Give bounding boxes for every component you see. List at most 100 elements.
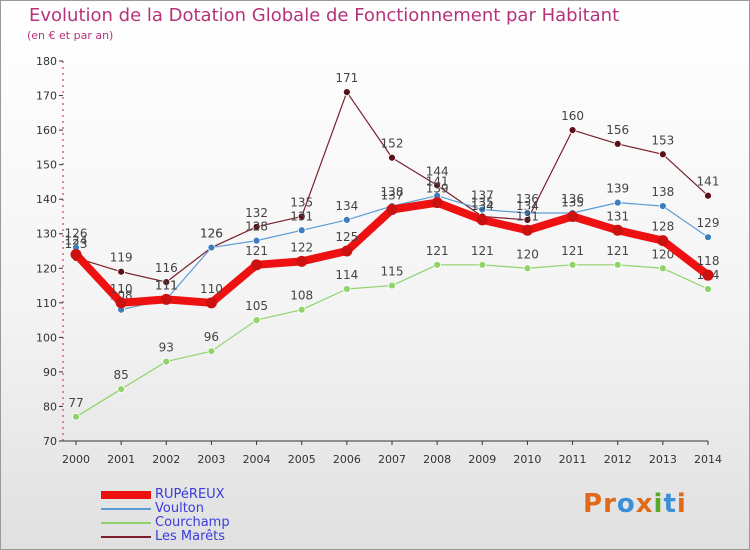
data-label-rup-reux: 139 xyxy=(426,182,449,196)
x-tick-label: 2008 xyxy=(423,453,451,466)
y-tick-label: 150 xyxy=(36,159,57,172)
data-label-voulton: 129 xyxy=(697,216,720,230)
data-point-rup-reux xyxy=(296,255,308,267)
legend: RUPéREUX Voulton Courchamp Les Marêts xyxy=(101,488,321,544)
data-point-rup-reux xyxy=(657,235,669,247)
logo-letter: i xyxy=(653,489,664,519)
data-label-courchamp: 96 xyxy=(204,330,219,344)
legend-item-courchamp: Courchamp xyxy=(101,516,321,530)
data-label-rup-reux: 131 xyxy=(606,209,629,223)
legend-swatch xyxy=(101,536,151,538)
data-label-les-mar-ts: 135 xyxy=(471,195,494,209)
legend-swatch xyxy=(101,491,151,499)
data-point-rup-reux xyxy=(341,245,353,257)
data-point-courchamp xyxy=(523,264,532,273)
data-label-les-mar-ts: 152 xyxy=(381,137,404,151)
data-label-voulton: 136 xyxy=(561,192,584,206)
data-label-courchamp: 93 xyxy=(159,341,174,355)
data-label-voulton: 128 xyxy=(245,220,268,234)
data-point-voulton xyxy=(342,216,351,224)
data-point-rup-reux xyxy=(476,214,488,226)
data-point-voulton xyxy=(297,226,306,235)
x-tick-label: 2007 xyxy=(378,453,406,466)
data-point-courchamp xyxy=(568,260,577,269)
x-tick-label: 2011 xyxy=(559,453,587,466)
legend-label: RUPéREUX xyxy=(155,487,225,502)
y-tick-label: 70 xyxy=(43,435,57,448)
data-label-les-mar-ts: 126 xyxy=(200,227,223,241)
legend-item-voulton: Voulton xyxy=(101,502,321,516)
x-tick-label: 2003 xyxy=(197,453,225,466)
data-label-courchamp: 120 xyxy=(651,247,674,261)
data-point-les-mar-ts xyxy=(704,191,712,200)
proxiti-logo: Proxiti xyxy=(583,489,687,519)
logo-letter: i xyxy=(676,489,687,519)
y-tick-label: 170 xyxy=(36,90,57,103)
data-point-courchamp xyxy=(72,412,80,421)
data-label-voulton: 131 xyxy=(290,209,313,223)
data-label-rup-reux: 122 xyxy=(290,240,313,254)
data-label-courchamp: 121 xyxy=(606,244,629,258)
x-tick-label: 2012 xyxy=(604,453,632,466)
data-label-rup-reux: 124 xyxy=(65,233,88,247)
logo-letter: P xyxy=(583,489,604,519)
data-label-rup-reux: 135 xyxy=(561,195,584,209)
data-label-voulton: 126 xyxy=(65,227,88,241)
chart-title: Evolution de la Dotation Globale de Fonc… xyxy=(29,5,620,26)
data-label-rup-reux: 134 xyxy=(471,199,494,213)
y-tick-label: 180 xyxy=(36,55,57,68)
data-point-courchamp xyxy=(252,316,261,324)
data-label-les-mar-ts: 141 xyxy=(697,175,720,189)
data-label-rup-reux: 110 xyxy=(110,282,133,296)
x-tick-label: 2009 xyxy=(468,453,496,466)
data-label-rup-reux: 111 xyxy=(155,278,178,292)
data-point-courchamp xyxy=(478,260,487,269)
y-tick-label: 80 xyxy=(43,400,57,413)
data-point-rup-reux xyxy=(115,297,127,309)
data-label-rup-reux: 137 xyxy=(381,189,404,203)
y-tick-label: 130 xyxy=(36,228,57,241)
data-point-rup-reux xyxy=(205,297,217,309)
data-label-les-mar-ts: 156 xyxy=(606,123,629,137)
legend-swatch xyxy=(101,522,151,524)
data-label-rup-reux: 118 xyxy=(697,254,720,268)
data-point-les-mar-ts xyxy=(568,126,577,134)
y-tick-label: 140 xyxy=(36,193,57,206)
data-point-courchamp xyxy=(117,385,126,394)
data-label-courchamp: 85 xyxy=(114,368,129,382)
data-point-voulton xyxy=(523,209,532,217)
data-label-voulton: 138 xyxy=(381,185,404,199)
data-label-voulton: 137 xyxy=(471,189,494,203)
legend-item-rup-reux: RUPéREUX xyxy=(101,488,321,502)
y-tick-label: 120 xyxy=(36,262,57,275)
data-label-courchamp: 121 xyxy=(471,244,494,258)
x-tick-label: 2001 xyxy=(107,453,135,466)
data-label-rup-reux: 121 xyxy=(245,244,268,258)
data-point-courchamp xyxy=(388,281,396,290)
data-label-courchamp: 77 xyxy=(68,396,83,410)
legend-label: Les Marêts xyxy=(155,529,226,544)
data-label-courchamp: 105 xyxy=(245,299,268,313)
data-label-les-mar-ts: 160 xyxy=(561,109,584,123)
legend-label: Voulton xyxy=(155,501,204,516)
logo-letter: r xyxy=(603,489,617,519)
x-tick-label: 2000 xyxy=(62,453,90,466)
data-point-les-mar-ts xyxy=(388,153,396,162)
data-point-les-mar-ts xyxy=(342,88,351,96)
data-point-courchamp xyxy=(658,264,667,273)
data-label-les-mar-ts: 144 xyxy=(426,164,449,178)
legend-label: Courchamp xyxy=(155,515,230,530)
x-tick-label: 2005 xyxy=(288,453,316,466)
data-label-les-mar-ts: 135 xyxy=(290,195,313,209)
data-label-les-mar-ts: 119 xyxy=(110,251,133,265)
data-point-rup-reux xyxy=(386,204,398,216)
data-label-rup-reux: 128 xyxy=(651,220,674,234)
data-point-les-mar-ts xyxy=(162,278,171,286)
data-point-les-mar-ts xyxy=(117,267,126,276)
logo-letter: t xyxy=(663,489,677,519)
data-point-rup-reux xyxy=(521,224,533,236)
data-label-rup-reux: 131 xyxy=(516,209,539,223)
data-point-courchamp xyxy=(342,285,351,293)
